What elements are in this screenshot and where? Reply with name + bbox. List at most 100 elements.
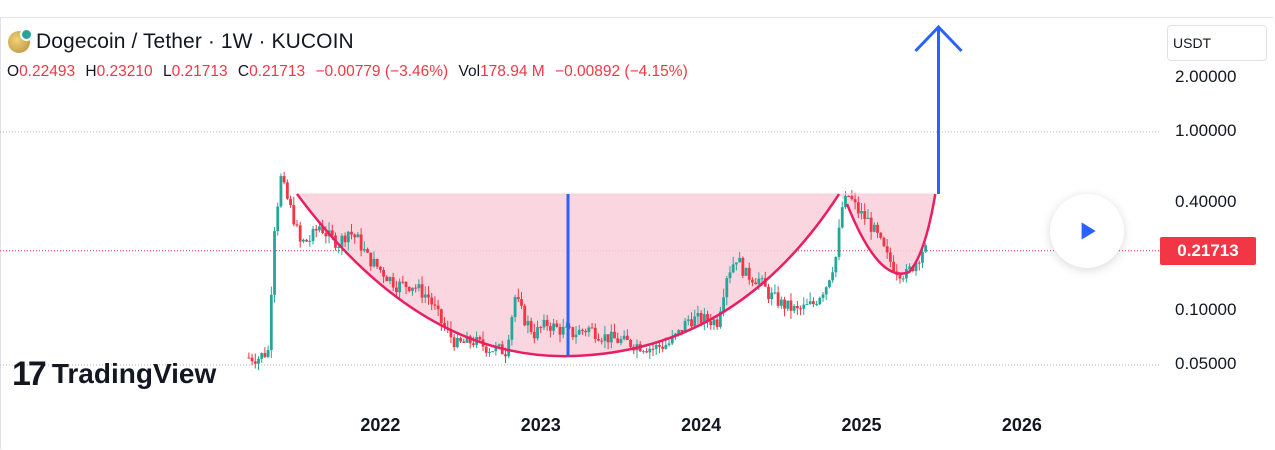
high-value: 0.23210 — [96, 63, 153, 80]
price-tick-label: 0.05000 — [1175, 354, 1237, 373]
candle-body — [860, 211, 863, 214]
candle-body — [664, 344, 668, 349]
candle-body — [795, 306, 799, 309]
candle-body — [696, 313, 700, 317]
close-label: C — [237, 63, 250, 80]
candle-body — [728, 272, 732, 279]
candle-body — [346, 231, 350, 243]
candle-body — [712, 319, 716, 326]
candle-body — [378, 266, 382, 270]
currency-selector[interactable]: USDT — [1167, 25, 1267, 61]
candle-body — [735, 262, 738, 265]
candle-body — [568, 326, 572, 328]
candle-body — [539, 327, 543, 329]
ohlc-legend: O0.22493 H0.23210 L0.21713 C0.21713 −0.0… — [7, 63, 688, 81]
symbol-title[interactable]: Dogecoin / Tether · 1W · KUCOIN — [36, 30, 354, 53]
volume-label: Vol — [458, 63, 481, 80]
candle-body — [863, 211, 867, 219]
candle-body — [779, 299, 783, 306]
candle-body — [690, 319, 693, 327]
candle-body — [818, 297, 822, 305]
candle-body — [715, 319, 719, 327]
candle-body — [372, 258, 376, 267]
candle-body — [574, 334, 578, 338]
candle-body — [683, 320, 687, 332]
candle-body — [536, 327, 539, 339]
candle-body — [427, 294, 430, 298]
tradingview-watermark[interactable]: 17 TradingView — [12, 357, 216, 391]
candle-body — [491, 351, 495, 353]
candle-body — [767, 286, 770, 300]
candle-body — [613, 331, 616, 339]
candle-body — [776, 292, 780, 306]
candle-body — [494, 345, 498, 352]
candle-body — [651, 348, 655, 350]
candle-body — [709, 321, 713, 326]
candle-body — [901, 278, 905, 280]
candle-body — [301, 239, 305, 242]
candle-body — [757, 278, 761, 285]
candle-body — [382, 269, 385, 277]
candle-body — [417, 284, 421, 289]
candle-body — [513, 296, 517, 318]
candle-body — [866, 217, 870, 219]
candle-body — [269, 294, 273, 350]
candle-body — [423, 294, 427, 298]
open-value: 0.22493 — [19, 63, 76, 80]
candle-body — [789, 300, 793, 311]
price-chart[interactable] — [0, 0, 1160, 408]
cup-curve — [295, 193, 841, 358]
candle-body — [834, 256, 838, 273]
symbol-header[interactable]: Dogecoin / Tether · 1W · KUCOIN — [8, 28, 354, 54]
candle-body — [824, 287, 828, 295]
candle-body — [253, 361, 257, 364]
time-tick-label: 2024 — [681, 415, 722, 435]
candle-body — [433, 304, 437, 306]
candle-body — [356, 234, 360, 238]
candle-body — [273, 231, 276, 295]
candle-body — [504, 354, 507, 357]
candle-body — [404, 281, 408, 287]
candle-body — [606, 334, 610, 343]
candle-body — [815, 304, 819, 306]
candle-body — [792, 306, 796, 311]
price-tick-label: 0.40000 — [1175, 192, 1237, 212]
time-tick-label: 2023 — [520, 415, 561, 435]
price-tick-label: 0.10000 — [1175, 300, 1237, 320]
candle-body — [443, 322, 446, 328]
candle-body — [892, 261, 895, 272]
replay-play-button[interactable] — [1050, 194, 1124, 268]
candle-body — [350, 231, 353, 235]
candle-body — [465, 336, 469, 343]
candle-body — [510, 317, 514, 340]
candle-body — [808, 301, 812, 305]
candle-body — [924, 245, 928, 252]
candle-body — [420, 284, 424, 298]
time-tick-label: 2026 — [1001, 415, 1042, 435]
candle-body — [395, 287, 398, 293]
time-tick-label: 2022 — [360, 415, 401, 435]
candle-body — [584, 330, 588, 333]
candle-body — [593, 327, 597, 340]
open-label: O — [7, 63, 20, 80]
candle-body — [305, 239, 309, 242]
candle-body — [581, 329, 584, 331]
candle-body — [520, 299, 523, 306]
candle-body — [311, 228, 315, 242]
current-price-label: 0.21713 — [1160, 237, 1256, 265]
candle-body — [478, 337, 482, 340]
candle-body — [731, 264, 735, 273]
candle-body — [609, 331, 613, 343]
candle-body — [837, 227, 841, 257]
price-tick-label: 2.00000 — [1175, 67, 1237, 86]
candle-body — [385, 276, 389, 282]
candle-body — [603, 334, 607, 341]
candle-body — [507, 339, 511, 357]
candle-body — [799, 308, 802, 310]
candle-body — [587, 327, 591, 333]
candle-body — [340, 235, 344, 248]
candle-body — [783, 299, 786, 309]
candle-body — [760, 278, 764, 280]
cup-fill — [296, 194, 936, 357]
candle-body — [321, 226, 325, 234]
